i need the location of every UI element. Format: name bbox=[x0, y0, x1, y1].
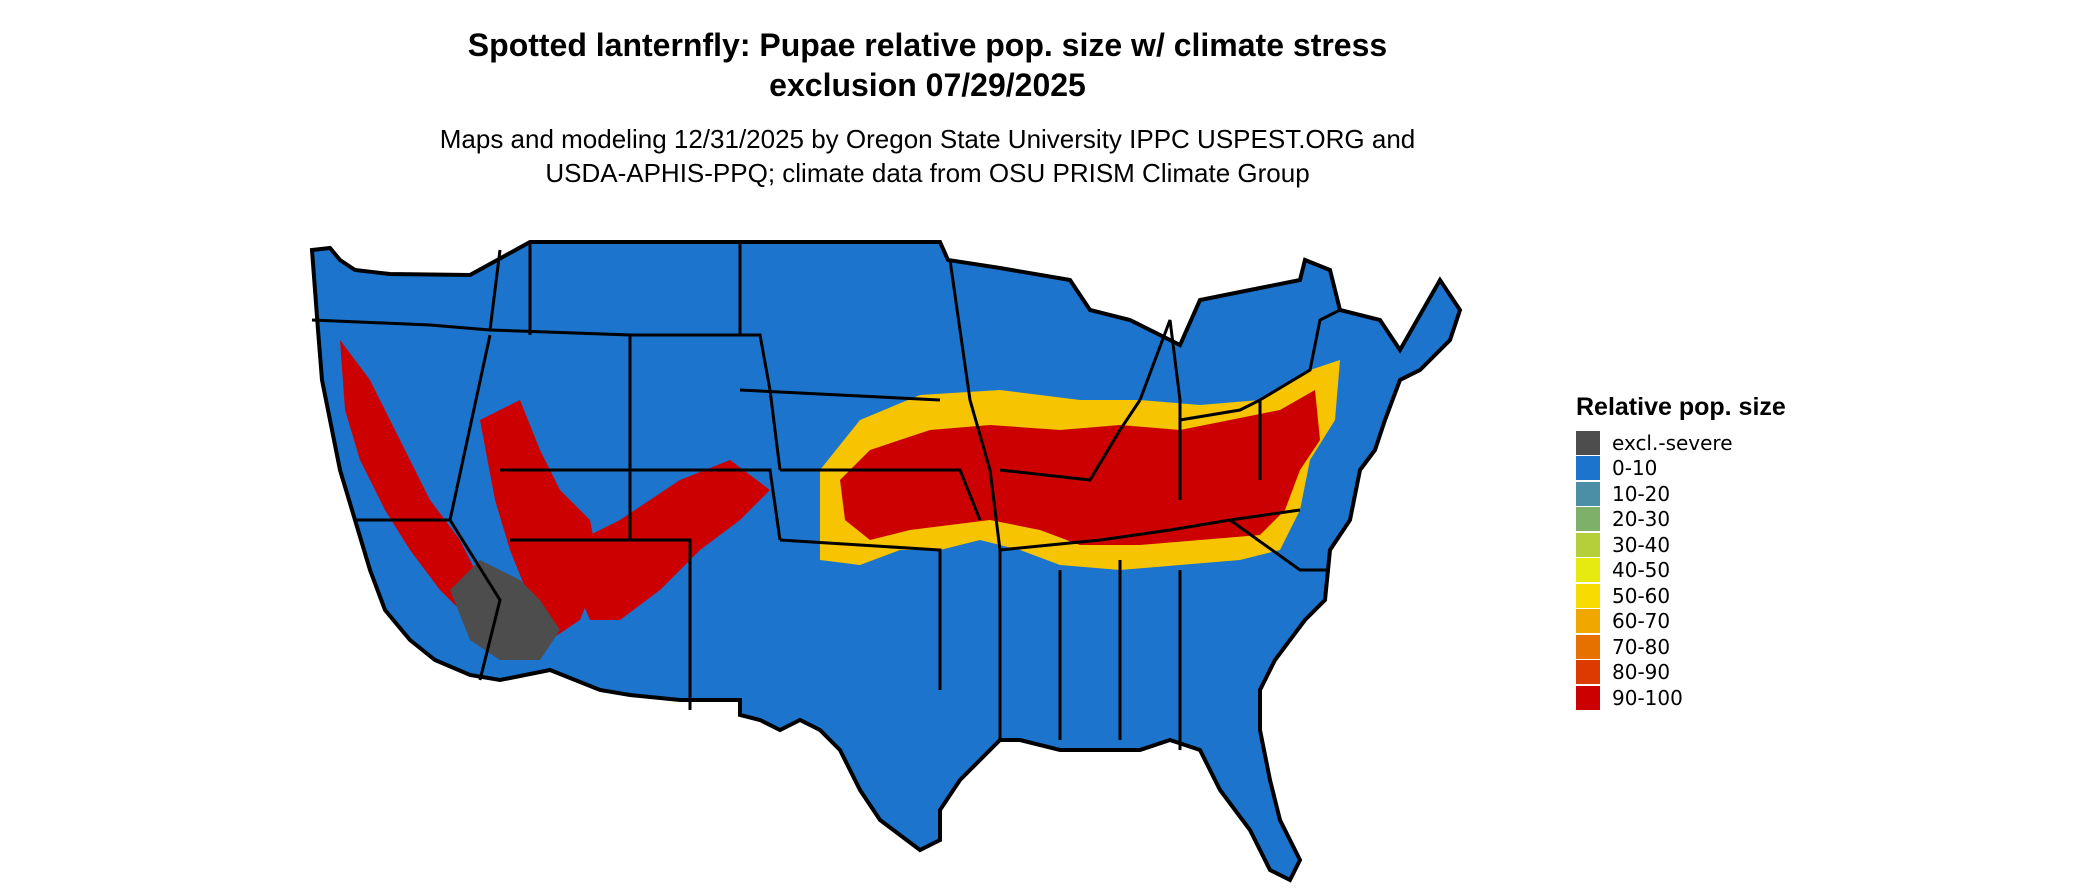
legend-swatch bbox=[1576, 660, 1600, 685]
legend-item: 70-80 bbox=[1576, 634, 1786, 660]
legend-item: 30-40 bbox=[1576, 532, 1786, 558]
legend-label: 80-90 bbox=[1612, 660, 1671, 685]
subtitle-line-2: USDA-APHIS-PPQ; climate data from OSU PR… bbox=[545, 158, 1310, 188]
subtitle-line-1: Maps and modeling 12/31/2025 by Oregon S… bbox=[439, 124, 1416, 154]
legend-label: 90-100 bbox=[1612, 685, 1683, 710]
legend-title: Relative pop. size bbox=[1576, 393, 1786, 421]
legend-label: 60-70 bbox=[1612, 609, 1671, 634]
legend-item: 40-50 bbox=[1576, 558, 1786, 584]
legend-item: 90-100 bbox=[1576, 685, 1786, 711]
legend-item: 80-90 bbox=[1576, 660, 1786, 686]
legend-swatch bbox=[1576, 583, 1600, 608]
legend-label: 10-20 bbox=[1612, 481, 1671, 506]
zone-hot-arizona bbox=[480, 400, 600, 640]
legend-swatch bbox=[1576, 430, 1600, 455]
map-subtitle: Maps and modeling 12/31/2025 by Oregon S… bbox=[0, 122, 1855, 190]
legend-label: 50-60 bbox=[1612, 583, 1671, 608]
legend-item: 50-60 bbox=[1576, 583, 1786, 609]
title-line-1: Spotted lanternfly: Pupae relative pop. … bbox=[467, 27, 1388, 63]
legend-swatch bbox=[1576, 507, 1600, 532]
us-outline bbox=[309, 240, 1463, 883]
legend-item: excl.-severe bbox=[1576, 430, 1786, 456]
title-line-2: exclusion 07/29/2025 bbox=[769, 67, 1086, 103]
legend-swatch bbox=[1576, 532, 1600, 557]
legend-item: 0-10 bbox=[1576, 456, 1786, 482]
legend-swatch bbox=[1576, 634, 1600, 659]
us-map bbox=[309, 240, 1463, 883]
legend-swatch bbox=[1576, 558, 1600, 583]
map-title: Spotted lanternfly: Pupae relative pop. … bbox=[0, 25, 1855, 105]
legend-label: excl.-severe bbox=[1612, 430, 1733, 455]
legend-item: 60-70 bbox=[1576, 609, 1786, 635]
legend-items: excl.-severe 0-10 10-20 20-30 30-40 40-50 50-6… bbox=[1576, 430, 1786, 711]
zone-hot-southwest bbox=[340, 340, 500, 620]
legend-label: 40-50 bbox=[1612, 558, 1671, 583]
state-borders bbox=[311, 242, 1341, 750]
zone-excluded-desert bbox=[450, 560, 560, 660]
legend-label: 70-80 bbox=[1612, 634, 1671, 659]
legend-swatch bbox=[1576, 481, 1600, 506]
legend: Relative pop. size excl.-severe 0-10 10-20… bbox=[1576, 393, 1786, 711]
legend-label: 20-30 bbox=[1612, 507, 1671, 532]
legend-item: 10-20 bbox=[1576, 481, 1786, 507]
legend-label: 30-40 bbox=[1612, 532, 1671, 557]
legend-swatch bbox=[1576, 456, 1600, 481]
legend-label: 0-10 bbox=[1612, 456, 1658, 481]
zone-hot-band bbox=[840, 390, 1320, 545]
legend-swatch bbox=[1576, 609, 1600, 634]
legend-item: 20-30 bbox=[1576, 507, 1786, 533]
legend-swatch bbox=[1576, 685, 1600, 710]
